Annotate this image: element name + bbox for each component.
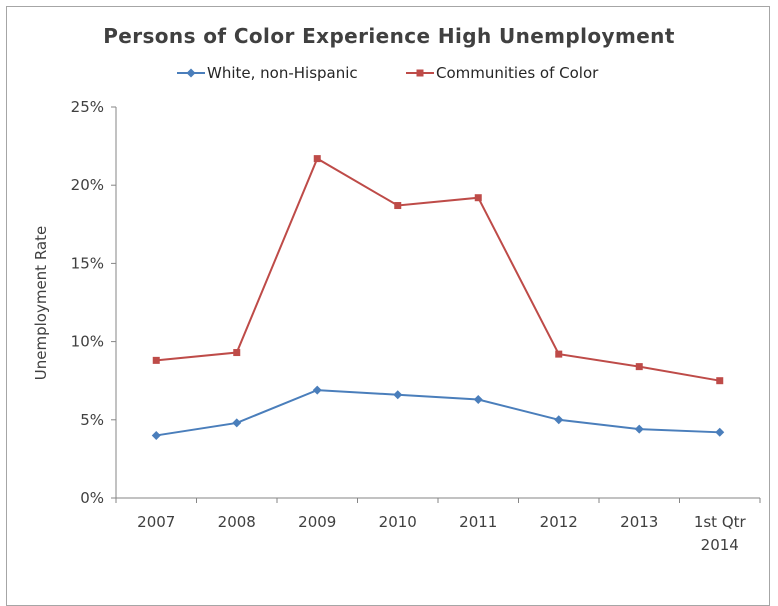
series-line <box>156 157 720 382</box>
x-tick-label: 2013 <box>620 513 658 531</box>
series-layer <box>151 155 725 440</box>
y-tick-label: 10% <box>71 333 104 351</box>
chart-title: Persons of Color Experience High Unemplo… <box>103 24 675 48</box>
x-tick-label: 2011 <box>459 513 497 531</box>
data-point <box>312 385 322 395</box>
data-point <box>555 350 563 358</box>
y-tick-label: 20% <box>71 176 104 194</box>
data-point <box>233 349 241 357</box>
data-point <box>474 194 482 202</box>
y-tick-label: 25% <box>71 98 104 116</box>
y-axis-label: Unemployment Rate <box>32 226 50 380</box>
data-point <box>393 390 403 400</box>
legend-item-1: Communities of Color <box>406 64 599 82</box>
x-tick-label: 1st Qtr 2014 <box>694 513 747 554</box>
legend-label: Communities of Color <box>436 64 599 82</box>
data-point <box>634 424 644 434</box>
x-tick-label: 2012 <box>540 513 578 531</box>
x-tick-label: 2010 <box>379 513 417 531</box>
x-tick-label: 2007 <box>137 513 175 531</box>
y-tick-label: 0% <box>80 489 104 507</box>
data-point <box>635 363 643 371</box>
data-point <box>716 377 724 385</box>
data-point <box>473 394 483 404</box>
legend-item-0: White, non-Hispanic <box>177 64 358 82</box>
data-point <box>313 155 321 163</box>
data-point <box>715 427 725 437</box>
legend-marker <box>416 69 424 77</box>
legend-marker <box>186 68 196 78</box>
data-point <box>152 356 160 364</box>
data-point <box>232 418 242 428</box>
data-point <box>151 430 161 440</box>
chart-frame <box>6 6 770 606</box>
y-tick-label: 5% <box>80 411 104 429</box>
line-chart: White, non-Hispanic Communities of Color … <box>32 64 761 554</box>
series-0 <box>151 385 725 440</box>
y-tick-label: 15% <box>71 254 104 272</box>
legend: White, non-Hispanic Communities of Color <box>177 64 599 82</box>
x-axis: 2007 2008 2009 2010 2011 2012 2013 1st Qtr 2014 <box>115 497 761 554</box>
data-point <box>554 415 564 425</box>
series-1 <box>152 155 724 385</box>
series-line <box>156 389 720 437</box>
data-point <box>394 202 402 210</box>
y-axis: 0% 5% 10% 15% 20% 25% <box>71 98 117 507</box>
legend-label: White, non-Hispanic <box>207 64 358 82</box>
x-tick-label: 2009 <box>298 513 336 531</box>
x-tick-label: 2008 <box>218 513 256 531</box>
